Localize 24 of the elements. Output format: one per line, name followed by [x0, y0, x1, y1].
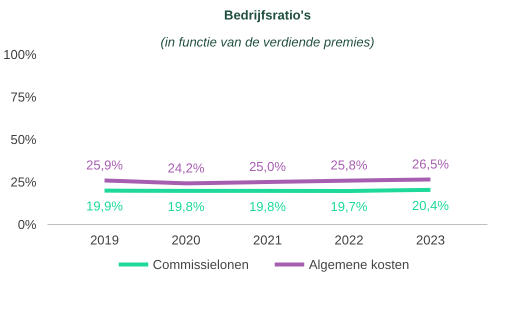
chart-subtitle: (in functie van de verdiende premies): [160, 34, 374, 50]
data-label: 19,8%: [249, 198, 286, 214]
data-label: 24,2%: [168, 160, 205, 176]
y-tick-label: 0%: [18, 217, 37, 232]
y-tick-label: 75%: [10, 90, 37, 104]
data-label: 26,5%: [412, 156, 450, 172]
data-label: 25,8%: [330, 158, 368, 173]
data-label: 19,8%: [168, 198, 205, 214]
data-label: 25,0%: [249, 159, 286, 174]
chart-title: Bedrijfsratio's: [224, 8, 311, 22]
legend-label: Commissielonen: [152, 256, 249, 272]
x-tick-label: 2019: [90, 232, 119, 248]
legend-label: Algemene kosten: [308, 256, 410, 272]
data-label: 19,7%: [330, 199, 368, 214]
y-tick-label: 50%: [10, 132, 37, 147]
x-tick-label: 2023: [416, 232, 445, 248]
data-label: 25,9%: [86, 157, 124, 172]
data-label: 19,9%: [86, 198, 124, 214]
x-tick-label: 2022: [334, 232, 364, 248]
x-tick-label: 2020: [172, 232, 200, 248]
y-tick-label: 100%: [3, 47, 37, 62]
x-tick-label: 2021: [253, 232, 282, 248]
data-label: 20,4%: [412, 198, 450, 213]
y-tick-label: 25%: [10, 174, 37, 190]
